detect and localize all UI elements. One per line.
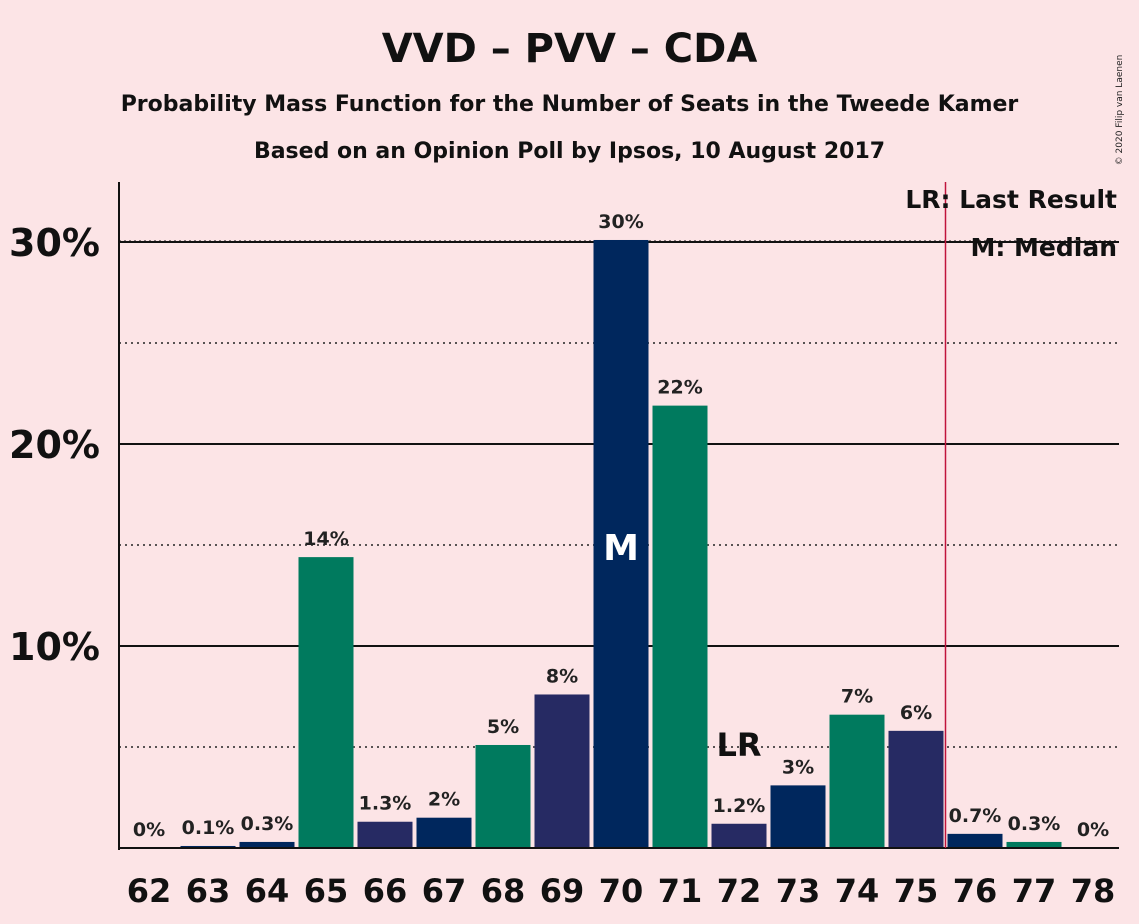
bar-value-label: 1.2% [713, 795, 766, 817]
y-tick-label: 10% [9, 625, 100, 669]
bar-value-label: 7% [841, 686, 873, 708]
bar-seat-72 [711, 823, 767, 848]
bar-value-label: 0.3% [241, 813, 294, 835]
x-tick-label: 71 [658, 872, 703, 910]
bar-seat-67 [416, 817, 472, 848]
chart-subtitle-source: Based on an Opinion Poll by Ipsos, 10 Au… [253, 139, 886, 164]
bar-value-label: 0.1% [182, 817, 235, 839]
bar-value-label: 14% [303, 528, 348, 550]
bar-seat-64 [239, 841, 295, 848]
bar-seat-71 [652, 405, 708, 848]
x-tick-label: 67 [422, 872, 467, 910]
bar-seat-68 [475, 744, 531, 848]
last-result-marker: LR [716, 726, 761, 764]
y-tick-label: 30% [9, 221, 100, 265]
bar-seat-69 [534, 694, 590, 848]
x-tick-label: 62 [127, 872, 172, 910]
x-tick-label: 78 [1071, 872, 1116, 910]
bar-seat-73 [770, 785, 826, 848]
bar-value-label: 8% [546, 665, 578, 687]
chart-title: VVD – PVV – CDA [381, 26, 758, 72]
bar-value-label: 0.3% [1008, 813, 1061, 835]
y-tick-label: 20% [9, 423, 100, 467]
median-marker: M [603, 528, 639, 569]
bar-seat-74 [829, 714, 885, 848]
bar-value-label: 2% [428, 789, 460, 811]
bar-value-label: 6% [900, 702, 932, 724]
bar-value-label: 22% [657, 377, 702, 399]
x-tick-label: 75 [894, 872, 939, 910]
bar-seat-77 [1006, 841, 1062, 848]
x-tick-label: 66 [363, 872, 408, 910]
x-tick-label: 77 [1012, 872, 1057, 910]
bar-value-label: 0% [1077, 819, 1109, 841]
bar-value-label: 0% [133, 819, 165, 841]
x-tick-label: 63 [186, 872, 231, 910]
x-tick-label: 73 [776, 872, 821, 910]
legend-entry: M: Median [970, 233, 1117, 262]
bar-value-label: 3% [782, 756, 814, 778]
x-tick-label: 68 [481, 872, 526, 910]
x-tick-label: 65 [304, 872, 349, 910]
bar-value-label: 30% [598, 211, 643, 233]
x-tick-label: 69 [540, 872, 585, 910]
x-tick-label: 76 [953, 872, 998, 910]
bar-value-label: 0.7% [949, 805, 1002, 827]
bar-seat-65 [298, 557, 354, 848]
legend-entry: LR: Last Result [905, 185, 1117, 214]
x-tick-label: 64 [245, 872, 290, 910]
x-tick-label: 74 [835, 872, 880, 910]
bar-value-label: 5% [487, 716, 519, 738]
bar-value-label: 1.3% [359, 793, 412, 815]
bar-seat-63 [180, 845, 236, 848]
x-tick-label: 70 [599, 872, 644, 910]
chart-subtitle: Probability Mass Function for the Number… [120, 92, 1019, 117]
bar-seat-76 [947, 833, 1003, 848]
bar-seat-75 [888, 730, 944, 848]
bar-seat-70 [593, 239, 649, 849]
bar-seat-66 [357, 821, 413, 848]
x-tick-label: 72 [717, 872, 762, 910]
